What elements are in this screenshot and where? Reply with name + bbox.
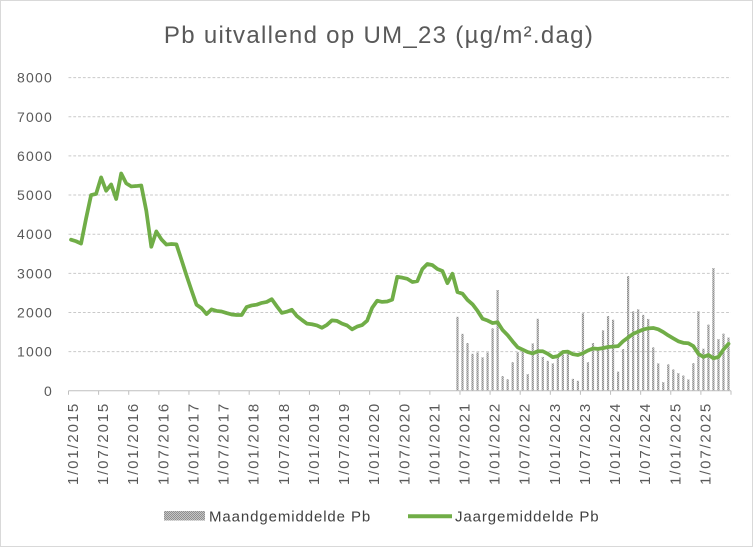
bar — [591, 343, 595, 391]
x-tick-label: 1/01/2018 — [246, 402, 263, 485]
bar — [677, 373, 680, 391]
x-tick-label: 1/01/2017 — [185, 402, 202, 485]
x-tick-label: 1/07/2021 — [456, 402, 473, 485]
bar — [516, 352, 519, 391]
bar — [571, 378, 575, 391]
bar — [601, 330, 605, 391]
bar — [501, 376, 504, 391]
bar — [491, 328, 494, 391]
y-tick-label: 4000 — [17, 226, 53, 242]
bar — [461, 333, 464, 391]
bar — [496, 289, 499, 391]
x-tick-label: 1/07/2024 — [637, 402, 654, 485]
bar — [606, 316, 610, 391]
bar — [632, 311, 635, 391]
bar — [637, 309, 640, 391]
bar — [566, 353, 569, 391]
x-tick-label: 1/01/2023 — [547, 402, 564, 485]
x-tick-label: 1/07/2016 — [155, 402, 172, 485]
bar — [652, 347, 655, 391]
x-tick-label: 1/01/2024 — [607, 402, 624, 485]
bar — [672, 369, 675, 391]
bar — [476, 352, 479, 391]
x-tick-label: 1/01/2016 — [125, 402, 142, 485]
bar — [541, 356, 544, 391]
x-tick-label: 1/07/2019 — [336, 402, 353, 485]
x-tick-label: 1/01/2015 — [65, 402, 82, 485]
legend-line-label: Jaargemiddelde Pb — [455, 509, 600, 526]
legend: Maandgemiddelde Pb Jaargemiddelde Pb — [164, 509, 600, 526]
bar — [551, 363, 554, 391]
bar — [667, 364, 670, 391]
x-axis — [68, 390, 732, 395]
bar — [647, 318, 650, 391]
x-tick-label: 1/07/2023 — [577, 402, 594, 485]
x-tick-label: 1/01/2020 — [366, 402, 383, 485]
y-tick-label: 1000 — [17, 344, 53, 360]
x-tick-label: 1/07/2018 — [276, 402, 293, 485]
bar — [596, 348, 600, 391]
bar — [561, 354, 564, 391]
bar — [471, 353, 474, 391]
bar — [642, 314, 645, 391]
bar — [456, 316, 459, 391]
bar — [682, 375, 685, 391]
legend-bar-swatch — [164, 511, 205, 521]
bar — [712, 268, 715, 391]
chart-title: Pb uitvallend op UM_23 (µg/m².dag) — [164, 22, 594, 49]
bar — [556, 357, 559, 391]
bar — [531, 343, 534, 391]
x-tick-label: 1/07/2022 — [517, 402, 534, 485]
bar — [586, 362, 590, 391]
bar — [727, 337, 730, 391]
bar — [506, 379, 509, 391]
bar — [627, 276, 630, 391]
bar — [511, 362, 514, 391]
y-tick-label: 0 — [44, 383, 53, 399]
bar — [702, 348, 705, 391]
y-tick-label: 3000 — [17, 265, 53, 281]
line-path — [69, 171, 731, 361]
bar — [692, 363, 695, 391]
x-tick-label: 1/07/2015 — [95, 402, 112, 485]
bar — [481, 357, 484, 391]
legend-bar-label: Maandgemiddelde Pb — [209, 509, 371, 526]
x-tick-label: 1/01/2025 — [667, 402, 684, 485]
bar — [722, 333, 725, 391]
bar — [486, 352, 489, 391]
bar — [616, 371, 620, 391]
line-series — [69, 171, 731, 361]
bar — [536, 318, 539, 391]
x-axis-labels: 1/01/2015 1/07/2015 1/01/2016 1/07/2016 1/01… — [65, 402, 714, 485]
y-axis-labels: 0 1000 2000 3000 4000 5000 6000 7000 8000 — [17, 70, 53, 399]
bar — [611, 319, 615, 391]
bar — [657, 363, 660, 391]
bar — [707, 324, 710, 391]
x-tick-label: 1/01/2021 — [426, 402, 443, 485]
bar-series — [456, 268, 730, 391]
y-tick-label: 7000 — [17, 109, 53, 125]
y-tick-label: 8000 — [17, 70, 53, 86]
bar — [687, 379, 690, 391]
bar — [466, 343, 469, 391]
x-tick-label: 1/07/2020 — [396, 402, 413, 485]
bar — [521, 352, 524, 391]
gridlines — [68, 77, 731, 353]
bar — [662, 382, 665, 391]
bar — [576, 380, 580, 391]
bar — [546, 360, 549, 391]
bar — [717, 339, 720, 391]
bar — [621, 349, 625, 391]
x-tick-label: 1/01/2022 — [487, 402, 504, 485]
y-tick-label: 5000 — [17, 187, 53, 203]
y-tick-label: 2000 — [17, 305, 53, 321]
x-tick-label: 1/01/2019 — [306, 402, 323, 485]
x-tick-label: 1/07/2017 — [216, 402, 233, 485]
y-tick-label: 6000 — [17, 148, 53, 164]
x-tick-label: 1/07/2025 — [697, 402, 714, 485]
bar — [526, 374, 529, 391]
